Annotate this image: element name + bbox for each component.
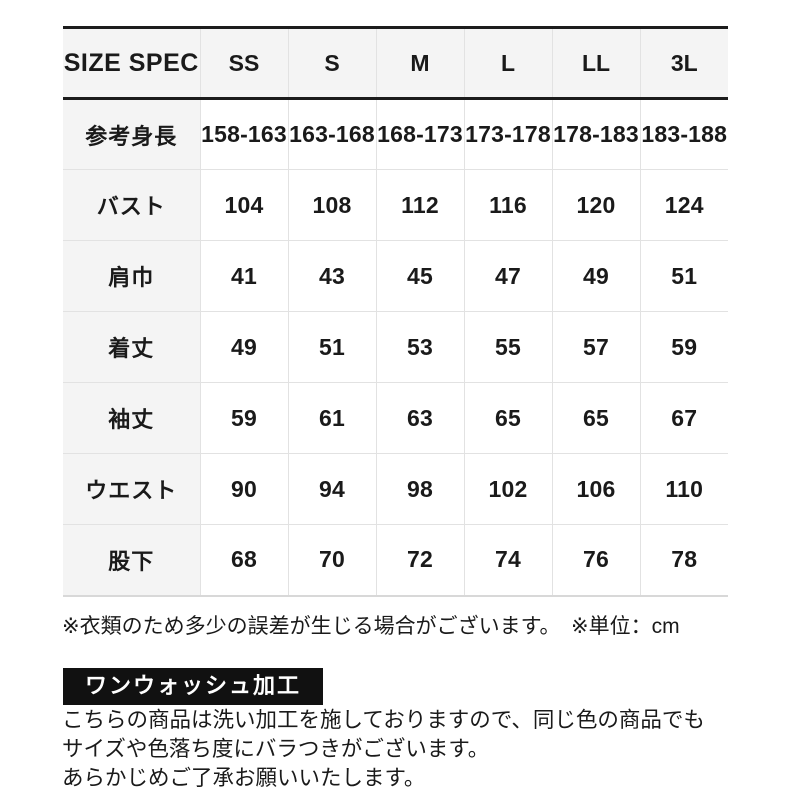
cell-garment-length-3l: 59 [640,311,728,383]
cell-waist-ll: 106 [552,453,641,525]
cell-shoulder-width-3l: 51 [640,240,728,312]
row-label-bust: バスト [63,169,201,241]
cell-shoulder-width-ss: 41 [200,240,289,312]
cell-bust-l: 116 [464,169,553,241]
cell-sleeve-length-l: 65 [464,382,553,454]
size-spec-table: SIZE SPEC SS S M L LL 3L 参考身長 158-163 16… [63,26,728,597]
row-label-inseam: 股下 [63,524,201,596]
cell-waist-m: 98 [376,453,465,525]
table-title: SIZE SPEC [63,27,201,99]
size-table-footnote: ※衣類のため多少の誤差が生じる場合がございます。 ※単位：cm [62,615,680,638]
size-spec-table-container: SIZE SPEC SS S M L LL 3L 参考身長 158-163 16… [63,26,728,597]
cell-sleeve-length-ss: 59 [200,382,289,454]
column-header-ss: SS [200,27,289,99]
cell-garment-length-m: 53 [376,311,465,383]
cell-inseam-l: 74 [464,524,553,596]
cell-shoulder-width-s: 43 [288,240,377,312]
cell-inseam-3l: 78 [640,524,728,596]
table-row: ウエスト 90 94 98 102 106 110 [63,453,728,525]
cell-reference-height-s: 163-168 [288,98,377,170]
cell-waist-l: 102 [464,453,553,525]
cell-shoulder-width-m: 45 [376,240,465,312]
table-header: SIZE SPEC SS S M L LL 3L [63,27,728,99]
cell-inseam-ll: 76 [552,524,641,596]
wash-process-badge: ワンウォッシュ加工 [63,668,324,705]
cell-inseam-m: 72 [376,524,465,596]
cell-reference-height-m: 168-173 [376,98,465,170]
column-header-l: L [464,27,553,99]
table-body: 参考身長 158-163 163-168 168-173 173-178 178… [63,98,728,596]
cell-garment-length-l: 55 [464,311,553,383]
cell-sleeve-length-m: 63 [376,382,465,454]
description-line-1: こちらの商品は洗い加工を施しておりますので、同じ色の商品でも [62,708,705,732]
column-header-3l: 3L [640,27,728,99]
column-header-m: M [376,27,465,99]
cell-sleeve-length-ll: 65 [552,382,641,454]
cell-waist-ss: 90 [200,453,289,525]
table-row: 股下 68 70 72 74 76 78 [63,524,728,596]
cell-waist-3l: 110 [640,453,728,525]
row-label-sleeve-length: 袖丈 [63,382,201,454]
cell-sleeve-length-3l: 67 [640,382,728,454]
cell-bust-3l: 124 [640,169,728,241]
cell-garment-length-s: 51 [288,311,377,383]
description-line-3: あらかじめご了承お願いいたします。 [62,766,426,790]
cell-garment-length-ll: 57 [552,311,641,383]
cell-waist-s: 94 [288,453,377,525]
table-row: バスト 104 108 112 116 120 124 [63,169,728,241]
row-label-shoulder-width: 肩巾 [63,240,201,312]
cell-reference-height-ll: 178-183 [552,98,641,170]
cell-reference-height-ss: 158-163 [200,98,289,170]
table-row: 着丈 49 51 53 55 57 59 [63,311,728,383]
row-label-reference-height: 参考身長 [63,98,201,170]
cell-sleeve-length-s: 61 [288,382,377,454]
table-row: 参考身長 158-163 163-168 168-173 173-178 178… [63,98,728,170]
cell-bust-ll: 120 [552,169,641,241]
column-header-s: S [288,27,377,99]
row-label-garment-length: 着丈 [63,311,201,383]
cell-garment-length-ss: 49 [200,311,289,383]
cell-reference-height-l: 173-178 [464,98,553,170]
row-label-waist: ウエスト [63,453,201,525]
cell-bust-m: 112 [376,169,465,241]
cell-inseam-s: 70 [288,524,377,596]
description-line-2: サイズや色落ち度にバラつきがございます。 [62,737,490,761]
cell-bust-s: 108 [288,169,377,241]
cell-inseam-ss: 68 [200,524,289,596]
column-header-ll: LL [552,27,641,99]
cell-shoulder-width-l: 47 [464,240,553,312]
cell-bust-ss: 104 [200,169,289,241]
cell-shoulder-width-ll: 49 [552,240,641,312]
cell-reference-height-3l: 183-188 [640,98,728,170]
header-row: SIZE SPEC SS S M L LL 3L [63,27,728,99]
table-row: 袖丈 59 61 63 65 65 67 [63,382,728,454]
wash-process-description: こちらの商品は洗い加工を施しておりますので、同じ色の商品でも サイズや色落ち度に… [62,706,752,793]
table-row: 肩巾 41 43 45 47 49 51 [63,240,728,312]
